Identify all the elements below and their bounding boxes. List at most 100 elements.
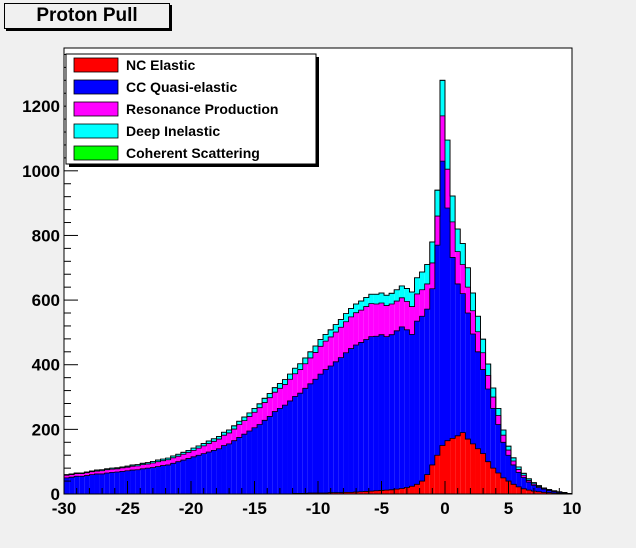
- bar-nc-elastic-58: [358, 491, 364, 494]
- series-outline-4: [64, 79, 572, 494]
- bar-resonance-production-20: [165, 459, 171, 465]
- bar-nc-elastic-61: [373, 490, 379, 494]
- bar-resonance-production-90: [521, 475, 527, 478]
- bar-deep-inelastic-39: [262, 398, 268, 403]
- bar-resonance-production-15: [140, 464, 146, 469]
- bar-cc-quasi-elastic-81: [475, 351, 481, 449]
- bar-deep-inelastic-15: [140, 463, 146, 465]
- bar-resonance-production-73: [434, 216, 440, 246]
- bar-cc-quasi-elastic-37: [251, 427, 258, 494]
- bar-cc-quasi-elastic-51: [323, 369, 329, 494]
- bar-nc-elastic-77: [455, 435, 461, 494]
- x-tick-label: -10: [306, 499, 331, 518]
- bar-deep-inelastic-43: [282, 379, 288, 385]
- y-tick-label: 200: [32, 420, 60, 439]
- bar-resonance-production-70: [419, 289, 425, 317]
- bar-nc-elastic-69: [414, 484, 420, 494]
- bar-cc-quasi-elastic-24: [185, 458, 191, 494]
- bar-cc-quasi-elastic-8: [104, 472, 110, 494]
- bar-deep-inelastic-24: [185, 450, 191, 453]
- histogram-bars: [64, 80, 572, 494]
- bar-deep-inelastic-27: [201, 443, 207, 446]
- bar-nc-elastic-88: [511, 484, 517, 494]
- bar-resonance-production-1: [69, 474, 75, 478]
- x-tick-label: -20: [179, 499, 204, 518]
- bar-cc-quasi-elastic-0: [64, 477, 70, 494]
- bar-cc-quasi-elastic-93: [536, 487, 542, 492]
- bar-resonance-production-12: [124, 467, 131, 471]
- bar-deep-inelastic-74: [439, 80, 445, 116]
- bar-deep-inelastic-8: [104, 468, 110, 470]
- bar-cc-quasi-elastic-15: [140, 468, 146, 494]
- bar-resonance-production-8: [104, 469, 110, 473]
- bar-resonance-production-68: [409, 306, 415, 335]
- bar-resonance-production-0: [64, 475, 70, 478]
- bar-resonance-production-22: [175, 456, 181, 462]
- bar-resonance-production-60: [368, 303, 374, 337]
- bar-deep-inelastic-51: [323, 334, 329, 342]
- bar-deep-inelastic-64: [389, 293, 395, 304]
- bar-deep-inelastic-63: [384, 295, 390, 306]
- bar-cc-quasi-elastic-63: [384, 336, 390, 491]
- bar-cc-quasi-elastic-96: [551, 491, 557, 494]
- bar-deep-inelastic-31: [221, 432, 227, 436]
- bar-resonance-production-2: [74, 473, 80, 477]
- bar-cc-quasi-elastic-76: [450, 257, 456, 439]
- bar-deep-inelastic-86: [500, 430, 506, 436]
- legend-label: Deep Inelastic: [126, 123, 220, 139]
- y-axis: 0 200 400 600 800 1000 1200: [22, 53, 78, 504]
- bar-cc-quasi-elastic-69: [414, 321, 420, 485]
- bar-nc-elastic-64: [389, 489, 395, 494]
- bar-cc-quasi-elastic-36: [246, 430, 252, 494]
- bar-resonance-production-17: [150, 462, 156, 468]
- bar-resonance-production-51: [323, 341, 329, 370]
- bar-resonance-production-85: [495, 415, 501, 425]
- bar-deep-inelastic-84: [490, 387, 496, 398]
- bar-resonance-production-53: [333, 332, 339, 362]
- bar-resonance-production-25: [191, 450, 197, 457]
- bar-resonance-production-67: [404, 301, 410, 330]
- bar-resonance-production-88: [511, 461, 517, 465]
- bar-nc-elastic-72: [429, 464, 435, 494]
- bar-cc-quasi-elastic-41: [272, 411, 278, 494]
- bar-resonance-production-34: [236, 424, 242, 438]
- x-tick-label: -15: [242, 499, 267, 518]
- bar-deep-inelastic-26: [196, 445, 202, 449]
- bar-deep-inelastic-70: [419, 271, 425, 290]
- bar-deep-inelastic-46: [297, 363, 303, 370]
- bar-deep-inelastic-77: [455, 228, 461, 252]
- bar-resonance-production-30: [216, 439, 222, 449]
- bar-cc-quasi-elastic-7: [99, 473, 105, 494]
- bar-cc-quasi-elastic-35: [241, 434, 247, 494]
- bar-resonance-production-66: [399, 297, 405, 327]
- bar-resonance-production-75: [445, 169, 451, 208]
- bar-resonance-production-14: [135, 465, 141, 470]
- bar-cc-quasi-elastic-62: [378, 334, 385, 491]
- bar-deep-inelastic-48: [307, 351, 313, 358]
- bar-deep-inelastic-11: [119, 466, 125, 468]
- bar-deep-inelastic-60: [368, 294, 374, 304]
- bar-resonance-production-18: [155, 461, 161, 467]
- bar-resonance-production-6: [94, 471, 100, 474]
- bar-resonance-production-92: [531, 483, 537, 486]
- bar-cc-quasi-elastic-27: [201, 453, 207, 494]
- bar-cc-quasi-elastic-40: [267, 416, 273, 494]
- bar-deep-inelastic-69: [414, 277, 420, 294]
- bar-resonance-production-4: [84, 472, 90, 476]
- bar-cc-quasi-elastic-28: [206, 451, 212, 494]
- bar-deep-inelastic-91: [526, 478, 532, 481]
- bar-nc-elastic-82: [480, 453, 486, 494]
- bar-resonance-production-93: [536, 486, 542, 488]
- bar-cc-quasi-elastic-19: [160, 465, 166, 494]
- bar-resonance-production-76: [450, 221, 456, 258]
- bar-resonance-production-21: [170, 457, 176, 464]
- bar-resonance-production-63: [384, 305, 390, 337]
- bar-resonance-production-9: [109, 469, 115, 473]
- bar-deep-inelastic-29: [211, 438, 217, 442]
- bar-resonance-production-7: [99, 470, 105, 474]
- total-outline: [64, 79, 572, 495]
- y-tick-label: 1200: [22, 97, 60, 116]
- bar-resonance-production-57: [353, 312, 359, 346]
- bar-nc-elastic-73: [434, 455, 440, 494]
